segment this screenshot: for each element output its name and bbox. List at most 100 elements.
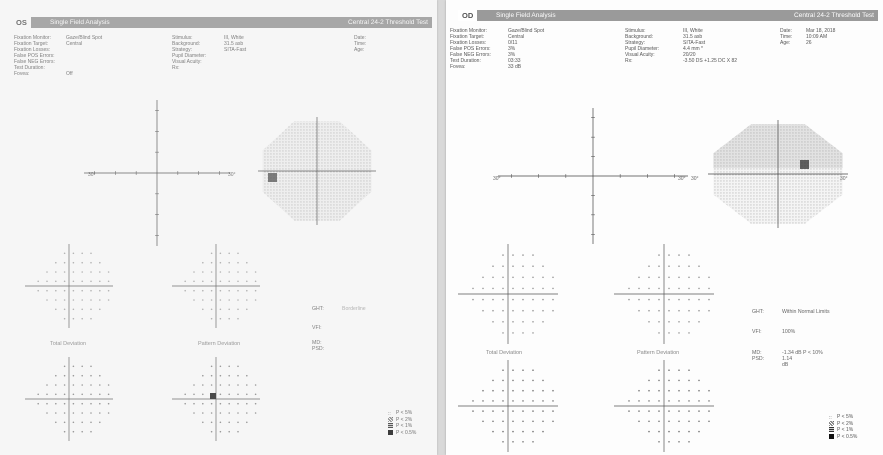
test-location-dot xyxy=(502,389,504,392)
test-location-dot xyxy=(219,365,222,368)
test-location-dot xyxy=(72,299,75,301)
legend-swatch: :: xyxy=(829,415,832,421)
test-location-dot xyxy=(55,308,57,311)
test-name: Central 24-2 Threshold Test xyxy=(348,19,428,26)
param-row: Fixation Losses: xyxy=(14,47,102,53)
test-location-dot xyxy=(678,276,680,279)
test-location-dot xyxy=(658,400,660,402)
gray-axis-label-30-right: 30° xyxy=(840,176,848,182)
param-row: Fovea: 33 dB xyxy=(450,64,544,70)
legend-swatch xyxy=(388,423,393,428)
test-location-dot xyxy=(237,299,239,301)
grayscale-map xyxy=(258,117,376,225)
test-location-dot xyxy=(202,289,204,292)
test-location-dot xyxy=(237,365,239,368)
test-location-dot xyxy=(90,412,92,414)
test-location-dot xyxy=(72,393,75,396)
param-row: Age: xyxy=(354,47,380,53)
legend-label: P < 0.5% xyxy=(837,433,858,440)
ght-value: Borderline xyxy=(342,306,366,312)
param-row: Background: 31.5 asb xyxy=(172,41,246,47)
test-location-dot xyxy=(522,420,524,423)
param-row: Date: Mar 18, 2018 xyxy=(780,28,835,34)
test-location-dot xyxy=(668,379,670,382)
test-location-dot xyxy=(72,317,75,320)
test-location-dot xyxy=(228,421,230,424)
test-location-dot xyxy=(542,379,544,382)
total-deviation-plot xyxy=(25,244,113,328)
param-label: Time: xyxy=(780,34,793,40)
test-location-dot xyxy=(90,393,92,396)
test-location-dot xyxy=(512,287,514,290)
test-location-dot xyxy=(512,254,514,256)
test-location-dot xyxy=(210,261,213,264)
axis-label-30-right: 30° xyxy=(228,172,236,178)
test-location-dot xyxy=(668,276,670,279)
test-location-dot xyxy=(237,317,239,320)
test-location-dot xyxy=(81,308,83,311)
test-location-dot xyxy=(55,289,57,292)
test-location-dot xyxy=(237,384,239,386)
legend-label: P < 2% xyxy=(396,416,413,423)
test-location-dot xyxy=(63,365,66,368)
psd-value: 1.14 dB xyxy=(782,356,793,368)
test-location-dot xyxy=(210,289,213,292)
test-location-dot xyxy=(237,393,239,396)
test-location-dot xyxy=(648,400,650,402)
test-location-dot xyxy=(63,430,66,433)
test-location-dot xyxy=(90,421,92,424)
test-location-dot xyxy=(254,299,257,301)
test-location-dot xyxy=(90,365,92,368)
test-location-dot xyxy=(542,430,544,433)
test-location-dot xyxy=(698,309,700,312)
test-location-dot xyxy=(55,261,57,264)
param-label: Time: xyxy=(354,41,367,47)
test-location-dot xyxy=(90,261,92,264)
test-location-dot xyxy=(502,430,504,433)
test-location-dot xyxy=(522,410,524,412)
test-location-dot xyxy=(638,400,640,402)
report-title: Single Field Analysis xyxy=(496,12,556,19)
param-value: Gaze/Blind Spot xyxy=(66,35,103,41)
param-row: Stimulus: III, White xyxy=(625,28,737,34)
test-location-dot xyxy=(90,280,92,283)
test-location-dot xyxy=(219,261,222,264)
test-location-dot xyxy=(522,430,524,433)
blind-spot xyxy=(268,173,277,182)
test-location-dot xyxy=(254,393,257,396)
test-location-dot xyxy=(99,393,101,396)
test-location-dot xyxy=(219,374,222,377)
test-location-dot xyxy=(638,298,640,301)
test-location-dot xyxy=(708,389,710,392)
test-location-dot xyxy=(678,265,680,267)
test-location-dot xyxy=(708,276,710,279)
test-location-dot xyxy=(237,252,239,255)
test-location-dot xyxy=(202,374,204,377)
test-location-dot xyxy=(678,441,680,443)
test-location-dot xyxy=(219,252,222,255)
test-location-dot xyxy=(708,420,710,423)
param-row: Fovea: Off xyxy=(14,71,102,77)
test-location-dot xyxy=(63,271,66,273)
test-location-dot xyxy=(107,280,110,283)
legend-row: P < 1% xyxy=(388,423,416,430)
test-location-dot xyxy=(228,430,230,433)
test-location-dot xyxy=(648,321,650,323)
test-location-dot xyxy=(658,430,660,433)
param-label: False POS Errors: xyxy=(450,46,491,52)
test-location-dot xyxy=(219,317,222,320)
test-location-dot xyxy=(628,287,630,290)
test-location-dot xyxy=(63,289,66,292)
test-location-dot xyxy=(502,287,504,290)
test-location-dot xyxy=(228,365,230,368)
probability-legend: :: P < 5% P < 2% P < 1% P < 0.5% xyxy=(829,414,857,440)
test-location-dot xyxy=(228,393,230,396)
test-location-dot xyxy=(502,276,504,279)
param-row: Strategy: SITA-Fast xyxy=(172,47,246,53)
test-location-dot xyxy=(502,309,504,312)
total-deviation-plot xyxy=(458,244,558,344)
test-location-dot xyxy=(228,252,230,255)
test-location-dot xyxy=(678,369,680,371)
report-title: Single Field Analysis xyxy=(50,19,110,26)
test-location-dot xyxy=(90,402,92,405)
